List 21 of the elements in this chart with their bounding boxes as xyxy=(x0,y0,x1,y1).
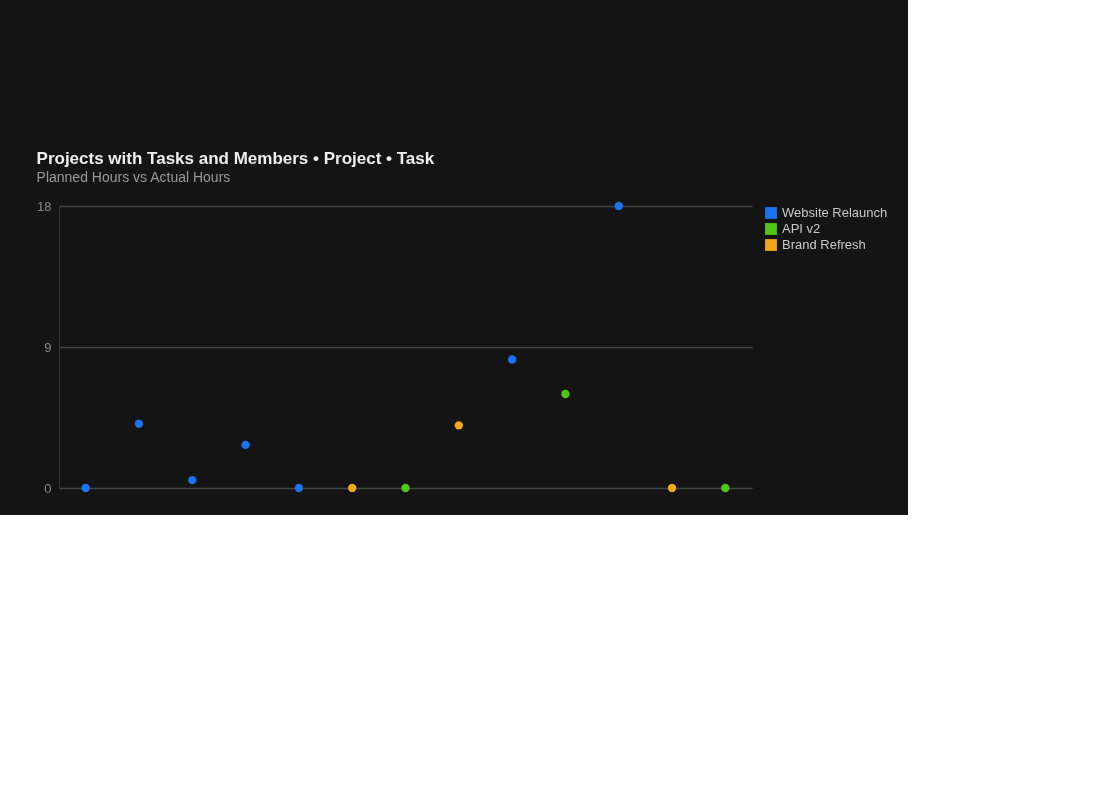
point xyxy=(561,389,570,399)
y-tick-label: 0 xyxy=(44,480,52,496)
legend-label: Website Relaunch xyxy=(782,205,888,220)
point xyxy=(667,483,677,493)
point xyxy=(241,440,250,450)
point xyxy=(188,475,197,485)
point xyxy=(454,421,463,430)
y-tick-label: 18 xyxy=(37,198,52,214)
point xyxy=(294,483,304,493)
point xyxy=(507,355,517,364)
y-tick-label: 9 xyxy=(44,339,52,355)
point xyxy=(614,201,623,211)
legend-label: API v2 xyxy=(782,221,821,236)
legend-label: Brand Refresh xyxy=(782,237,866,252)
point xyxy=(134,419,144,428)
point xyxy=(401,483,410,493)
point xyxy=(721,483,730,493)
point xyxy=(81,483,90,493)
chart-title: Projects with Tasks and Members • Project • Task xyxy=(36,149,435,168)
chart-subtitle: Planned Hours vs Actual Hours xyxy=(36,169,231,185)
point xyxy=(348,483,357,493)
